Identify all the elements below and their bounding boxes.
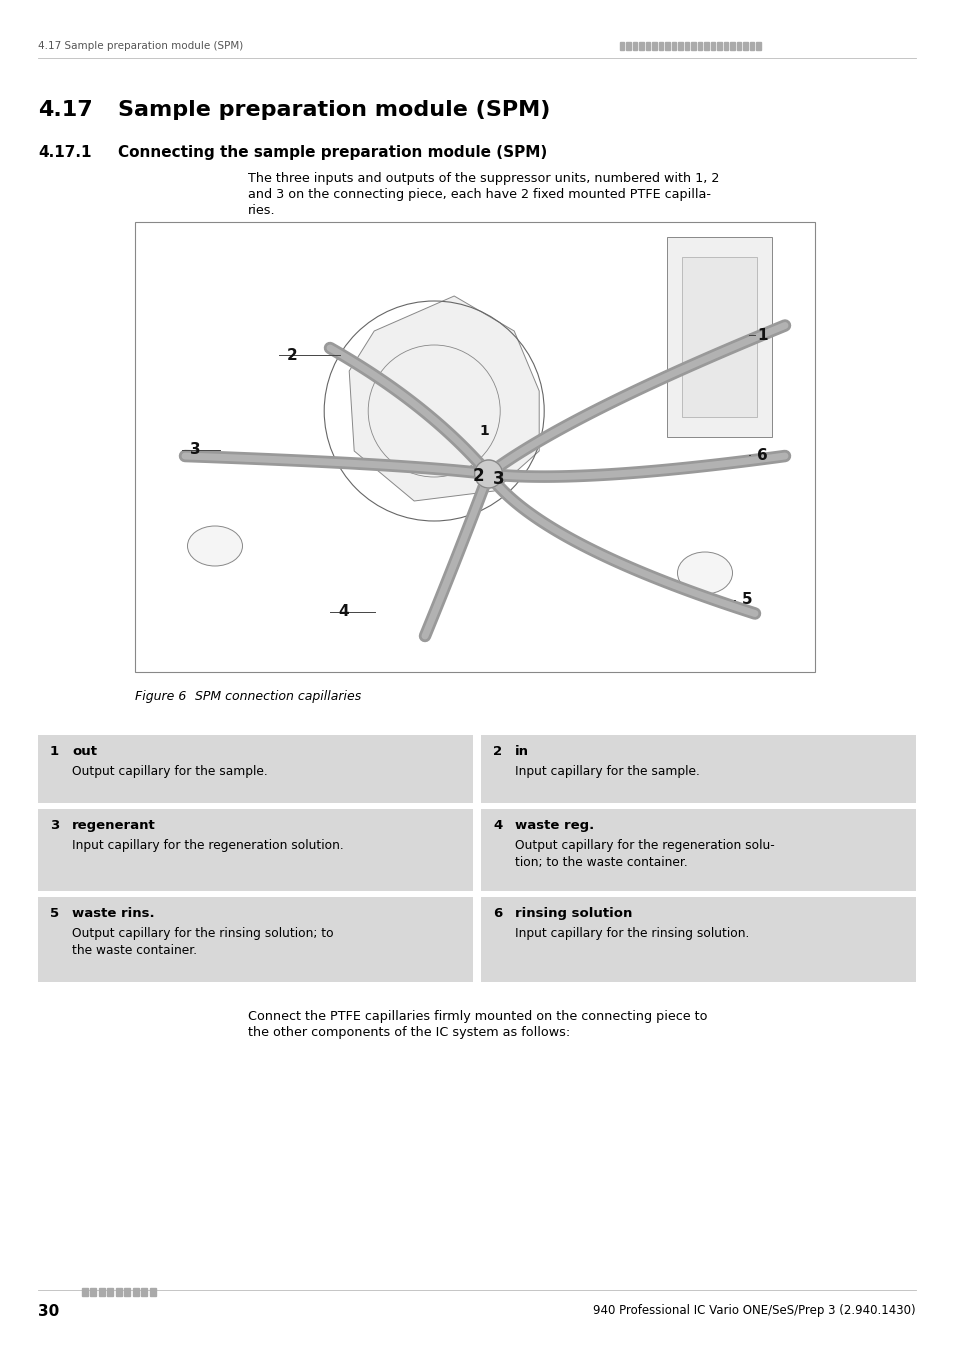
Text: Output capillary for the sample.: Output capillary for the sample.: [71, 765, 268, 778]
Text: Input capillary for the rinsing solution.: Input capillary for the rinsing solution…: [515, 927, 749, 940]
Text: regenerant: regenerant: [71, 819, 155, 832]
Bar: [82, 1288, 88, 1296]
Text: 3: 3: [50, 819, 59, 832]
Bar: [742, 42, 747, 50]
Circle shape: [474, 460, 502, 487]
Bar: [691, 42, 696, 50]
Bar: [756, 42, 760, 50]
Bar: [633, 42, 637, 50]
Text: out: out: [71, 745, 97, 757]
Text: in: in: [515, 745, 529, 757]
Bar: [639, 42, 643, 50]
Bar: [626, 42, 630, 50]
Text: Output capillary for the regeneration solu-
tion; to the waste container.: Output capillary for the regeneration so…: [515, 838, 774, 869]
Bar: [480, 734, 915, 803]
Bar: [730, 42, 734, 50]
Bar: [684, 42, 689, 50]
Bar: [91, 1288, 96, 1296]
Bar: [737, 42, 740, 50]
Text: Sample preparation module (SPM): Sample preparation module (SPM): [118, 100, 550, 120]
Polygon shape: [349, 296, 538, 501]
Text: Input capillary for the regeneration solution.: Input capillary for the regeneration sol…: [71, 838, 343, 852]
Bar: [749, 42, 754, 50]
Bar: [108, 1288, 113, 1296]
Bar: [125, 1288, 131, 1296]
Bar: [150, 1288, 156, 1296]
Text: SPM connection capillaries: SPM connection capillaries: [183, 690, 361, 703]
Text: ries.: ries.: [248, 204, 275, 217]
Text: 4.17 Sample preparation module (SPM): 4.17 Sample preparation module (SPM): [38, 40, 243, 51]
Text: and 3 on the connecting piece, each have 2 fixed mounted PTFE capilla-: and 3 on the connecting piece, each have…: [248, 188, 710, 201]
Bar: [652, 42, 657, 50]
Text: waste rins.: waste rins.: [71, 907, 154, 919]
Text: 4: 4: [337, 605, 348, 620]
Text: 940 Professional IC Vario ONE/SeS/Prep 3 (2.940.1430): 940 Professional IC Vario ONE/SeS/Prep 3…: [593, 1304, 915, 1318]
Text: 4: 4: [493, 819, 501, 832]
Bar: [678, 42, 682, 50]
Text: 5: 5: [741, 593, 752, 608]
Text: The three inputs and outputs of the suppressor units, numbered with 1, 2: The three inputs and outputs of the supp…: [248, 171, 719, 185]
Text: Figure 6: Figure 6: [135, 690, 186, 703]
Text: Connecting the sample preparation module (SPM): Connecting the sample preparation module…: [118, 144, 547, 161]
Text: the other components of the IC system as follows:: the other components of the IC system as…: [248, 1026, 570, 1040]
Text: Output capillary for the rinsing solution; to
the waste container.: Output capillary for the rinsing solutio…: [71, 927, 334, 957]
Bar: [99, 1288, 105, 1296]
Bar: [38, 734, 473, 803]
Text: 1: 1: [479, 424, 489, 437]
Text: 2: 2: [287, 347, 297, 363]
Text: 2: 2: [493, 745, 501, 757]
Bar: [38, 809, 473, 891]
Bar: [141, 1288, 148, 1296]
Text: rinsing solution: rinsing solution: [515, 907, 632, 919]
Bar: [698, 42, 701, 50]
Bar: [645, 42, 650, 50]
Bar: [681, 256, 757, 417]
Text: Connect the PTFE capillaries firmly mounted on the connecting piece to: Connect the PTFE capillaries firmly moun…: [248, 1010, 707, 1023]
Ellipse shape: [188, 526, 242, 566]
Text: 4.17.1: 4.17.1: [38, 144, 91, 161]
Text: 6: 6: [757, 447, 767, 463]
Bar: [659, 42, 662, 50]
Bar: [717, 42, 721, 50]
Bar: [723, 42, 728, 50]
Text: 3: 3: [493, 470, 504, 487]
Bar: [135, 221, 814, 672]
Bar: [710, 42, 715, 50]
Text: waste reg.: waste reg.: [515, 819, 594, 832]
Text: Input capillary for the sample.: Input capillary for the sample.: [515, 765, 700, 778]
Bar: [703, 42, 708, 50]
Bar: [480, 896, 915, 981]
Ellipse shape: [677, 552, 732, 594]
Bar: [619, 42, 624, 50]
Text: 3: 3: [190, 443, 200, 458]
Bar: [480, 809, 915, 891]
Text: 30: 30: [38, 1304, 59, 1319]
Bar: [132, 1288, 139, 1296]
Bar: [665, 42, 669, 50]
Text: 5: 5: [50, 907, 59, 919]
Text: 6: 6: [493, 907, 501, 919]
Text: 4.17: 4.17: [38, 100, 92, 120]
Text: 1: 1: [50, 745, 59, 757]
Bar: [671, 42, 676, 50]
Bar: [38, 896, 473, 981]
Text: 2: 2: [473, 467, 484, 485]
Text: 1: 1: [757, 328, 767, 343]
Bar: [116, 1288, 122, 1296]
Bar: [666, 238, 771, 437]
